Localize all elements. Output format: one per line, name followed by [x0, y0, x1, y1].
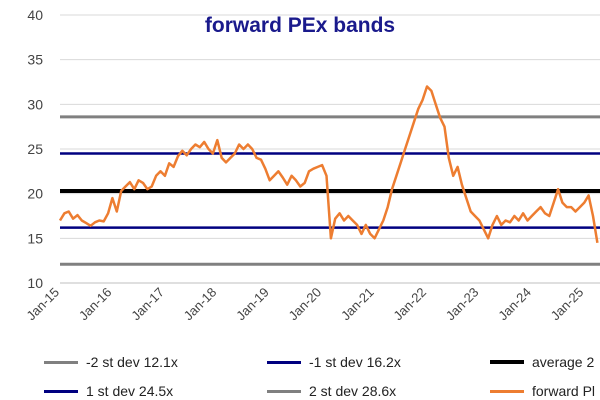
legend-item-minus1sd: -1 st dev 16.2x — [267, 354, 401, 370]
x-tick-label: Jan-25 — [548, 285, 587, 324]
x-tick-label: Jan-19 — [233, 285, 272, 324]
y-tick-label: 35 — [27, 52, 43, 68]
legend-label: average 2 — [532, 354, 595, 370]
legend-label: -1 st dev 16.2x — [309, 354, 401, 370]
chart-title: forward PEx bands — [204, 14, 396, 37]
legend-item-average: average 2 — [490, 354, 594, 370]
legend-label: -2 st dev 12.1x — [86, 354, 178, 370]
x-tick-label: Jan-18 — [181, 285, 220, 324]
y-tick-label: 40 — [27, 7, 43, 23]
x-tick-label: Jan-21 — [338, 285, 377, 324]
x-tick-label: Jan-17 — [128, 285, 167, 324]
x-tick-label: Jan-22 — [390, 285, 429, 324]
x-tick-label: Jan-16 — [76, 285, 115, 324]
legend-swatch — [267, 360, 301, 364]
y-tick-label: 20 — [27, 186, 43, 202]
legend-swatch — [490, 389, 524, 393]
legend-swatch — [267, 389, 301, 393]
series-line-forward-pe — [58, 85, 599, 244]
x-tick-label: Jan-23 — [443, 285, 482, 324]
y-tick-label: 25 — [27, 141, 43, 157]
legend-swatch — [44, 389, 78, 393]
legend-swatch — [490, 360, 524, 364]
y-tick-label: 30 — [27, 96, 43, 112]
legend-item-forward-pe: forward Pl — [490, 383, 595, 399]
legend-label: forward Pl — [532, 383, 596, 399]
legend-label: 1 st dev 24.5x — [86, 383, 174, 399]
legend-item-plus2sd: 2 st dev 28.6x — [267, 383, 396, 399]
legend-label: 2 st dev 28.6x — [309, 383, 397, 399]
legend-swatch — [44, 360, 78, 364]
y-tick-label: 15 — [27, 230, 43, 246]
x-tick-label: Jan-24 — [495, 285, 534, 324]
y-tick-label: 10 — [27, 275, 43, 291]
x-tick-label: Jan-20 — [286, 285, 325, 324]
legend-item-minus2sd: -2 st dev 12.1x — [44, 354, 178, 370]
legend-item-plus1sd: 1 st dev 24.5x — [44, 383, 173, 399]
chart-legend: -2 st dev 12.1x -1 st dev 16.2x average … — [0, 340, 600, 400]
